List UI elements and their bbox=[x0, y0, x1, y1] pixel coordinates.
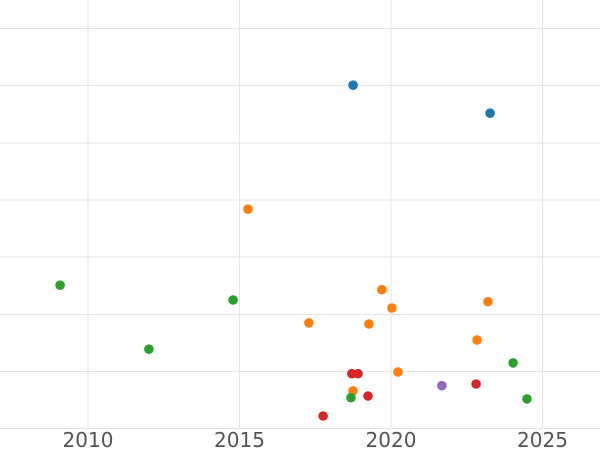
x-tick-label: 2025 bbox=[517, 428, 568, 450]
x-tick-labels-group: 2010 2015 2020 2025 bbox=[63, 428, 568, 450]
x-tick-label: 2010 bbox=[63, 428, 114, 450]
series-orange-point[interactable] bbox=[483, 296, 493, 307]
series-red-point[interactable] bbox=[353, 368, 363, 379]
series-green-point[interactable] bbox=[508, 358, 518, 368]
series-orange-point[interactable] bbox=[387, 303, 397, 313]
series-blue-point[interactable] bbox=[485, 108, 495, 118]
series-orange-point[interactable] bbox=[472, 335, 482, 345]
x-tick-label: 2020 bbox=[366, 428, 417, 450]
series-red-point[interactable] bbox=[363, 391, 373, 401]
series-red-point[interactable] bbox=[471, 379, 481, 389]
series-red-point[interactable] bbox=[318, 411, 328, 421]
x-tick-label: 2015 bbox=[214, 428, 265, 450]
series-orange-point[interactable] bbox=[377, 284, 387, 295]
series-green-point[interactable] bbox=[228, 295, 238, 305]
data-points-group bbox=[55, 80, 532, 421]
series-green-point[interactable] bbox=[144, 344, 154, 355]
series-orange-point[interactable] bbox=[243, 204, 253, 214]
series-orange-point[interactable] bbox=[364, 319, 374, 329]
gridlines-group bbox=[0, 0, 600, 430]
series-green-point[interactable] bbox=[522, 394, 532, 404]
series-purple-point[interactable] bbox=[437, 380, 447, 391]
series-blue-point[interactable] bbox=[348, 80, 358, 90]
series-orange-point[interactable] bbox=[393, 367, 403, 377]
series-green-point[interactable] bbox=[346, 392, 356, 403]
series-orange-point[interactable] bbox=[304, 318, 314, 328]
series-green-point[interactable] bbox=[55, 280, 65, 291]
